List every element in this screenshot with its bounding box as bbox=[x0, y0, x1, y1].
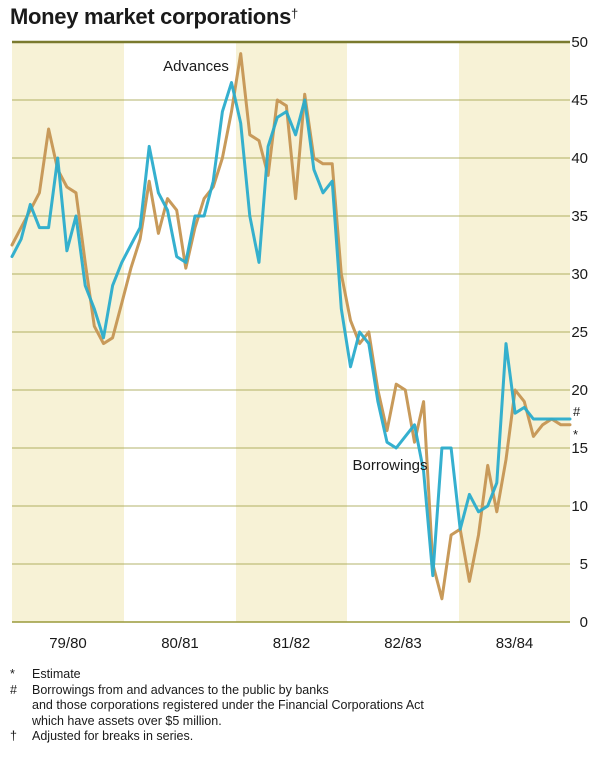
y-tick-label-35: 35 bbox=[571, 208, 588, 225]
footnote-symbol: # bbox=[10, 682, 17, 697]
footnote-estimate: * Estimate bbox=[10, 667, 590, 683]
y-tick-label-20: 20 bbox=[571, 382, 588, 399]
y-tick-label-50: 50 bbox=[571, 34, 588, 51]
footnote-symbol: * bbox=[10, 667, 15, 681]
series-line-advances bbox=[10, 52, 572, 601]
end-marker-borrowings: # bbox=[573, 404, 581, 419]
title-dagger-mark: † bbox=[291, 6, 298, 21]
chart-title-text: Money market corporations bbox=[10, 4, 292, 29]
chart-title: Money market corporations† bbox=[10, 4, 298, 30]
y-tick-label-40: 40 bbox=[571, 150, 588, 167]
footnote-text: Borrowings from and advances to the publ… bbox=[32, 682, 424, 728]
footnote-symbol: † bbox=[10, 729, 17, 743]
x-tick-label-81-82: 81/82 bbox=[273, 635, 311, 652]
footnote-adjusted: † Adjusted for breaks in series. bbox=[10, 729, 590, 745]
y-tick-label-45: 45 bbox=[571, 92, 588, 109]
end-marker-advances: * bbox=[573, 427, 578, 442]
x-tick-label-80-81: 80/81 bbox=[161, 635, 199, 652]
y-tick-label-15: 15 bbox=[571, 440, 588, 457]
chart-plot: 0 5 10 15 20 25 30 35 40 45 50 79/80 80/81 81/82 82/83… bbox=[10, 34, 588, 652]
x-tick-label-82-83: 82/83 bbox=[384, 635, 422, 652]
y-tick-label-5: 5 bbox=[580, 556, 588, 573]
footnote-text: Estimate bbox=[32, 667, 81, 681]
x-tick-label-83-84: 83/84 bbox=[496, 635, 534, 652]
footnotes: * Estimate # Borrowings from and advance… bbox=[10, 667, 590, 745]
y-tick-label-10: 10 bbox=[571, 498, 588, 515]
series-line-borrowings bbox=[10, 81, 572, 578]
footnote-borrowings: # Borrowings from and advances to the pu… bbox=[10, 683, 590, 730]
annotation-advances: Advances bbox=[163, 58, 229, 75]
annotation-borrowings: Borrowings bbox=[352, 457, 427, 474]
x-tick-label-79-80: 79/80 bbox=[49, 635, 87, 652]
y-tick-label-25: 25 bbox=[571, 324, 588, 341]
y-tick-label-30: 30 bbox=[571, 266, 588, 283]
y-tick-label-0: 0 bbox=[580, 614, 588, 631]
footnote-text: Adjusted for breaks in series. bbox=[32, 729, 194, 743]
